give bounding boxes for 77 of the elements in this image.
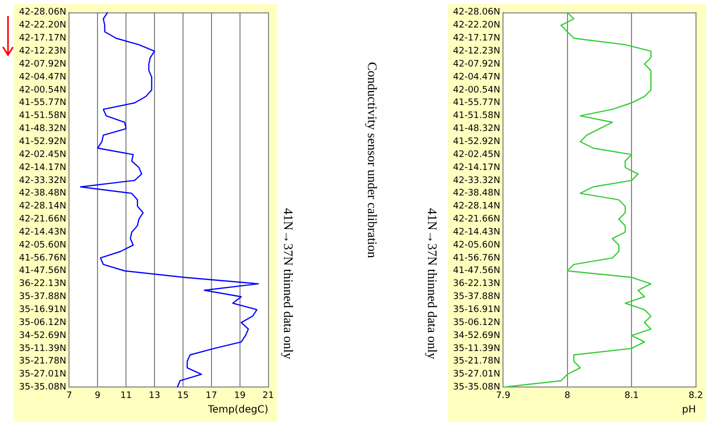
y-tick-label: 42-12.23N — [452, 46, 500, 57]
y-tick-label: 42-22.20N — [18, 20, 66, 31]
y-tick-label: 42-05.60N — [452, 240, 500, 250]
y-tick-label: 42-22.20N — [452, 20, 500, 31]
x-tick-label: 13 — [148, 390, 160, 401]
y-tick-label: 42-12.23N — [18, 46, 66, 57]
y-tick-label: 36-22.13N — [452, 279, 500, 290]
y-tick-label: 41-51.58N — [18, 111, 66, 122]
y-tick-label: 41-55.77N — [452, 98, 500, 108]
x-tick-label: 8.2 — [688, 390, 704, 401]
y-tick-label: 42-14.17N — [452, 162, 500, 173]
y-tick-label: 42-38.48N — [18, 188, 66, 199]
text: Conductivity sensor under calibration — [364, 62, 380, 258]
y-tick-label: 41-47.56N — [452, 266, 500, 276]
y-tick-label: 35-27.01N — [18, 370, 66, 380]
y-tick-label: 42-17.17N — [18, 34, 66, 44]
y-tick-label: 42-07.92N — [18, 59, 66, 70]
y-tick-label: 42-02.45N — [452, 150, 500, 160]
y-tick-label: 42-05.60N — [18, 240, 66, 250]
x-tick-label: 21 — [262, 390, 274, 401]
x-tick-label: 8.1 — [624, 390, 639, 401]
y-tick-label: 41-56.76N — [18, 253, 66, 264]
y-tick-label: 41-47.56N — [18, 266, 66, 276]
y-tick-label: 42-21.66N — [452, 214, 500, 225]
y-tick-label: 42-28.06N — [452, 8, 500, 18]
y-tick-label: 42-02.45N — [18, 150, 66, 160]
text: 41N→37N thinned data only — [424, 208, 440, 360]
x-tick-label: 8 — [564, 390, 571, 401]
x-tick-label: 11 — [120, 390, 132, 401]
y-tick-label: 42-04.47N — [18, 72, 66, 82]
text: 41N→37N thinned data only — [280, 208, 296, 360]
x-axis-title: pH — [682, 404, 696, 416]
y-tick-label: 42-14.17N — [18, 162, 66, 173]
y-tick-label: 42-33.32N — [452, 176, 500, 186]
y-tick-label: 41-56.76N — [452, 253, 500, 264]
x-tick-label: 9 — [94, 390, 101, 401]
x-tick-label: 15 — [177, 390, 189, 401]
y-tick-label: 41-52.92N — [452, 136, 500, 147]
y-tick-label: 42-04.47N — [452, 72, 500, 82]
y-tick-label: 41-52.92N — [18, 136, 66, 147]
x-tick-label: 7.9 — [496, 390, 511, 401]
y-tick-label: 35-06.12N — [18, 318, 66, 328]
y-tick-label: 41-51.58N — [452, 111, 500, 122]
y-tick-label: 35-27.01N — [452, 370, 500, 380]
y-tick-label: 36-22.13N — [18, 279, 66, 290]
y-tick-label: 35-11.39N — [452, 344, 500, 354]
y-tick-label: 42-00.54N — [18, 85, 66, 96]
x-axis-title: Temp(degC) — [206, 404, 268, 416]
y-tick-label: 35-11.39N — [18, 344, 66, 354]
y-tick-label: 42-07.92N — [452, 59, 500, 70]
y-tick-label: 35-06.12N — [452, 318, 500, 328]
y-tick-label: 35-35.08N — [452, 382, 500, 393]
y-tick-label: 42-00.54N — [452, 85, 500, 96]
y-tick-label: 42-21.66N — [18, 214, 66, 225]
y-tick-label: 41-48.32N — [452, 124, 500, 134]
y-tick-label: 42-28.14N — [452, 202, 500, 212]
y-tick-label: 41-55.77N — [18, 98, 66, 108]
y-tick-label: 34-52.69N — [18, 330, 66, 341]
y-tick-label: 42-14.43N — [18, 227, 66, 238]
y-tick-label: 42-38.48N — [452, 188, 500, 199]
y-tick-label: 35-16.91N — [452, 305, 500, 315]
y-tick-label: 42-28.14N — [18, 202, 66, 212]
y-tick-label: 41-48.32N — [18, 124, 66, 134]
y-tick-label: 42-14.43N — [452, 227, 500, 238]
y-tick-label: 35-16.91N — [18, 305, 66, 315]
y-tick-label: 35-37.88N — [18, 292, 66, 302]
y-tick-label: 42-33.32N — [18, 176, 66, 186]
y-tick-label: 35-21.78N — [18, 356, 66, 367]
y-tick-label: 42-28.06N — [18, 8, 66, 18]
y-tick-label: 34-52.69N — [452, 330, 500, 341]
x-tick-label: 17 — [206, 390, 218, 401]
y-tick-label: 35-21.78N — [452, 356, 500, 367]
y-tick-label: 35-37.88N — [452, 292, 500, 302]
y-tick-label: 35-35.08N — [18, 382, 66, 393]
x-tick-label: 19 — [234, 390, 246, 401]
y-tick-label: 42-17.17N — [452, 34, 500, 44]
x-tick-label: 7 — [66, 390, 72, 401]
